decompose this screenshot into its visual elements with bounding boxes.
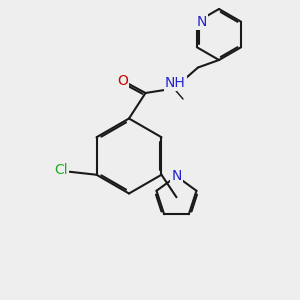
Text: Cl: Cl [54,163,68,177]
Text: N: N [196,15,207,29]
Text: NH: NH [165,76,186,90]
Text: N: N [171,169,182,183]
Text: O: O [117,74,128,88]
